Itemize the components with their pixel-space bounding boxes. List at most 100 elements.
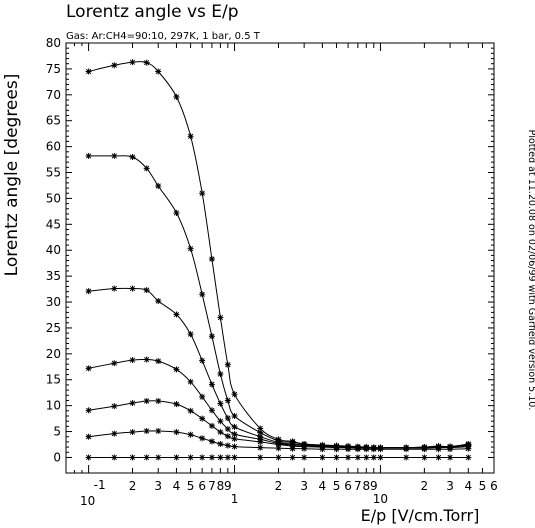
data-point xyxy=(208,407,215,414)
data-point xyxy=(231,423,238,430)
data-point xyxy=(224,454,231,461)
data-point xyxy=(187,407,194,414)
x-tick-label: 6 xyxy=(198,479,206,493)
y-tick-label: 35 xyxy=(46,269,61,283)
data-point xyxy=(224,433,231,440)
data-point xyxy=(129,357,136,364)
plot-timestamp-note: Plotted at 11.20.08 on 02/06/99 with Gar… xyxy=(526,130,535,411)
data-point xyxy=(354,454,361,461)
y-tick-label: 55 xyxy=(46,166,61,180)
data-point xyxy=(155,454,162,461)
x-tick-label: 5 xyxy=(333,479,341,493)
data-point xyxy=(85,68,92,75)
data-point xyxy=(129,153,136,160)
data-point xyxy=(199,435,206,442)
data-point xyxy=(257,429,264,436)
y-tick-label: 5 xyxy=(53,425,61,439)
data-point xyxy=(199,415,206,422)
data-point xyxy=(275,454,282,461)
data-point xyxy=(217,440,224,447)
data-point xyxy=(319,454,326,461)
data-point xyxy=(199,291,206,298)
x-tick-label: 4 xyxy=(464,479,472,493)
x-tick-label: 3 xyxy=(446,479,454,493)
data-point xyxy=(173,401,180,408)
data-point xyxy=(217,454,224,461)
data-point xyxy=(111,62,118,69)
data-point xyxy=(447,446,454,453)
data-point xyxy=(435,446,442,453)
y-tick-label: 65 xyxy=(46,114,61,128)
data-point xyxy=(155,428,162,435)
data-point xyxy=(143,454,150,461)
data-point xyxy=(275,445,282,452)
x-tick-label: 1 xyxy=(231,492,239,506)
x-tick-label: 7 xyxy=(208,479,216,493)
data-point xyxy=(129,454,136,461)
data-point xyxy=(155,397,162,404)
data-point xyxy=(187,133,194,140)
data-point xyxy=(363,446,370,453)
data-point xyxy=(85,454,92,461)
y-tick-label: 40 xyxy=(46,243,61,257)
data-point xyxy=(465,454,472,461)
data-point xyxy=(208,381,215,388)
data-point xyxy=(111,430,118,437)
y-tick-label: 70 xyxy=(46,88,61,102)
data-point xyxy=(257,438,264,445)
x-tick-label: 5 xyxy=(479,479,487,493)
data-point xyxy=(111,403,118,410)
series-line-1 xyxy=(88,61,469,449)
series-curves xyxy=(88,61,469,458)
data-point xyxy=(208,333,215,340)
y-tick-label: 20 xyxy=(46,347,61,361)
data-point xyxy=(370,446,377,453)
data-point xyxy=(111,152,118,159)
data-point xyxy=(217,418,224,425)
x-tick-label: 8 xyxy=(362,479,370,493)
data-point xyxy=(85,152,92,159)
data-point xyxy=(231,435,238,442)
data-point xyxy=(129,429,136,436)
data-point xyxy=(231,391,238,398)
x-tick-label: 6 xyxy=(344,479,352,493)
data-point xyxy=(199,357,206,364)
data-point xyxy=(143,59,150,66)
x-tick-label: 9 xyxy=(224,479,232,493)
data-point xyxy=(187,331,194,338)
data-point xyxy=(217,400,224,407)
data-point xyxy=(129,400,136,407)
data-point xyxy=(187,454,194,461)
data-point xyxy=(143,397,150,404)
y-tick-label: 15 xyxy=(46,373,61,387)
data-point xyxy=(333,454,340,461)
data-point xyxy=(85,288,92,295)
y-axis-label: Lorentz angle [degrees] xyxy=(2,74,22,277)
y-tick-label: 60 xyxy=(46,140,61,154)
y-tick-label: 0 xyxy=(53,450,61,464)
series-line-6 xyxy=(88,430,469,450)
data-point xyxy=(224,397,231,404)
data-point xyxy=(155,358,162,365)
x-tick-label: 10 xyxy=(373,492,388,506)
data-point xyxy=(377,446,384,453)
data-point xyxy=(187,245,194,252)
data-point xyxy=(129,285,136,292)
data-point xyxy=(403,446,410,453)
y-tick-label: 25 xyxy=(46,321,61,335)
data-point xyxy=(143,165,150,172)
data-point xyxy=(224,442,231,449)
data-point xyxy=(208,438,215,445)
data-point xyxy=(435,454,442,461)
data-point xyxy=(421,454,428,461)
x-tick-label: 8 xyxy=(217,479,225,493)
data-point xyxy=(447,454,454,461)
data-point xyxy=(319,446,326,453)
data-point xyxy=(231,443,238,450)
data-point xyxy=(173,454,180,461)
data-point xyxy=(155,298,162,304)
data-point xyxy=(377,454,384,461)
data-point xyxy=(155,182,162,189)
x-tick-label: 2 xyxy=(275,479,283,493)
